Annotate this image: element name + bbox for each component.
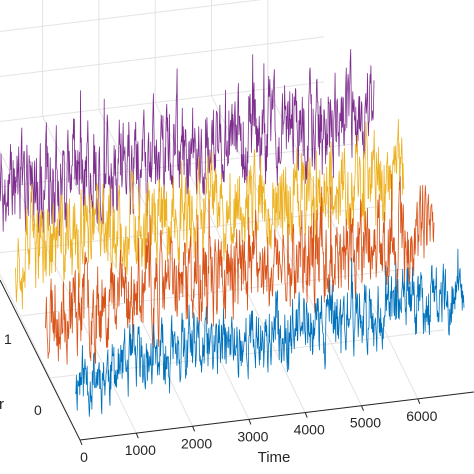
y-axis-label: r <box>0 396 4 413</box>
y-axis-line <box>0 279 81 441</box>
x-tick-label: 6000 <box>406 408 437 424</box>
axes <box>0 279 474 441</box>
x-tick-mark <box>135 432 139 439</box>
series-line <box>45 174 435 365</box>
x-tick-label: 1000 <box>125 442 156 458</box>
x-tick-mark <box>248 419 252 425</box>
x-tick-mark <box>361 405 364 411</box>
grid-line <box>0 273 81 441</box>
grid-line <box>49 329 445 379</box>
x-tick-mark <box>304 412 308 418</box>
tick-labels: 0 1000 2000 3000 4000 5000 6000 0 1 <box>4 331 438 465</box>
y-tick-label: 1 <box>4 331 12 347</box>
x-tick-label: 0 <box>80 449 88 465</box>
x-tick-label: 5000 <box>350 415 381 431</box>
series-line <box>75 248 465 417</box>
x-axis-line <box>79 391 474 441</box>
y-tick-label: 0 <box>34 402 42 418</box>
x-axis-label: Time <box>258 449 291 466</box>
grid-line <box>267 88 419 400</box>
grid-line <box>0 0 262 32</box>
x-tick-mark <box>79 439 83 446</box>
x-tick-label: 3000 <box>237 428 268 444</box>
x-tick-label: 4000 <box>294 422 325 438</box>
x-tick-mark <box>417 398 421 404</box>
series-lines <box>0 49 465 417</box>
series-line <box>0 49 375 237</box>
grid-line <box>211 95 362 406</box>
x-tick-label: 2000 <box>181 435 212 451</box>
series-line <box>15 119 405 310</box>
grid-line <box>0 36 325 77</box>
x-tick-mark <box>192 426 196 432</box>
grid-line <box>42 116 194 427</box>
grid-line <box>0 81 325 122</box>
